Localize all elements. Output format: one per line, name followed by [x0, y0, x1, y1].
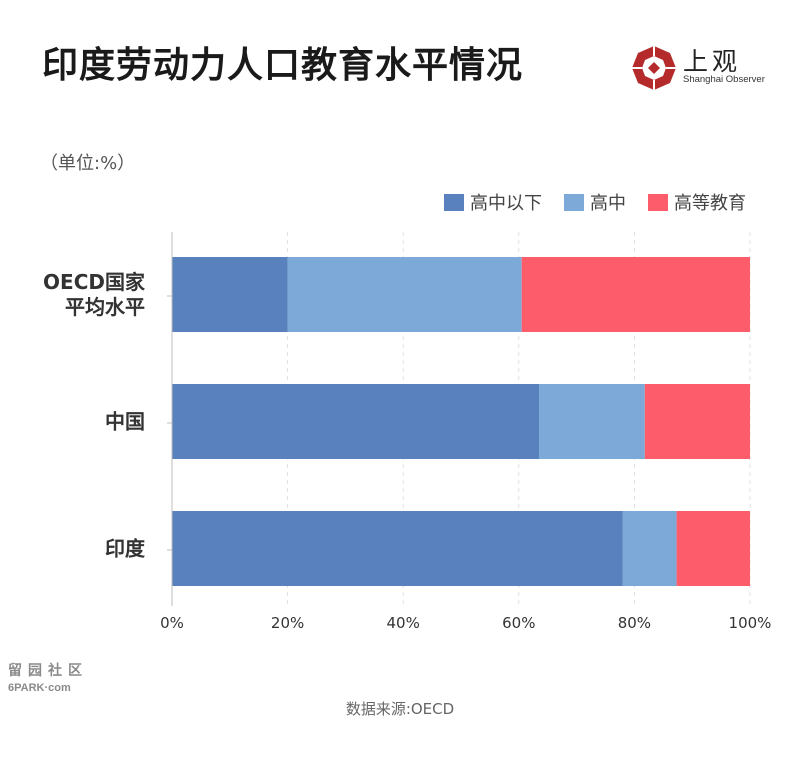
chart-title: 印度劳动力人口教育水平情况: [42, 45, 524, 86]
bar-segment: [287, 257, 522, 332]
category-label: 中国: [105, 410, 145, 434]
legend-swatch: [444, 193, 464, 211]
bar-segment: [521, 257, 750, 332]
x-tick-label: 0%: [160, 614, 184, 632]
x-tick-label: 40%: [387, 614, 420, 632]
legend-item-below-high-school: 高中以下: [444, 189, 542, 215]
chart-legend: 高中以下 高中 高等教育: [422, 189, 746, 215]
legend-swatch: [564, 193, 584, 211]
watermark-en: 6PARK·com: [8, 682, 71, 694]
category-label: 平均水平: [65, 295, 145, 319]
category-label: 印度: [105, 537, 146, 561]
bar-segment: [172, 257, 288, 332]
legend-label: 高等教育: [674, 193, 746, 214]
bar-segment: [172, 511, 623, 586]
x-tick-label: 60%: [502, 614, 535, 632]
x-tick-label: 80%: [618, 614, 651, 632]
unit-label: （单位:%）: [40, 153, 136, 174]
bar-segment: [644, 384, 750, 459]
bar-segment: [172, 384, 540, 459]
x-tick-label: 20%: [271, 614, 304, 632]
brand-emblem-icon: [632, 46, 676, 90]
brand-name-en: Shanghai Observer: [683, 74, 765, 85]
legend-label: 高中以下: [470, 193, 542, 214]
legend-item-higher-education: 高等教育: [648, 189, 746, 215]
watermark: 留园社区 6PARK·com: [8, 660, 88, 694]
bar-segment: [676, 511, 750, 586]
legend-item-high-school: 高中: [564, 189, 626, 215]
brand-name-cn: 上观: [683, 47, 742, 76]
x-tick-label: 100%: [729, 614, 772, 632]
legend-label: 高中: [590, 193, 626, 214]
watermark-cn: 留园社区: [8, 662, 88, 678]
bar-segment: [622, 511, 677, 586]
brand-logo: 上观 Shanghai Observer: [630, 44, 765, 94]
bar-segment: [539, 384, 645, 459]
legend-swatch: [648, 193, 668, 211]
data-source: 数据来源:OECD: [345, 700, 455, 718]
category-label: OECD国家: [43, 270, 146, 294]
